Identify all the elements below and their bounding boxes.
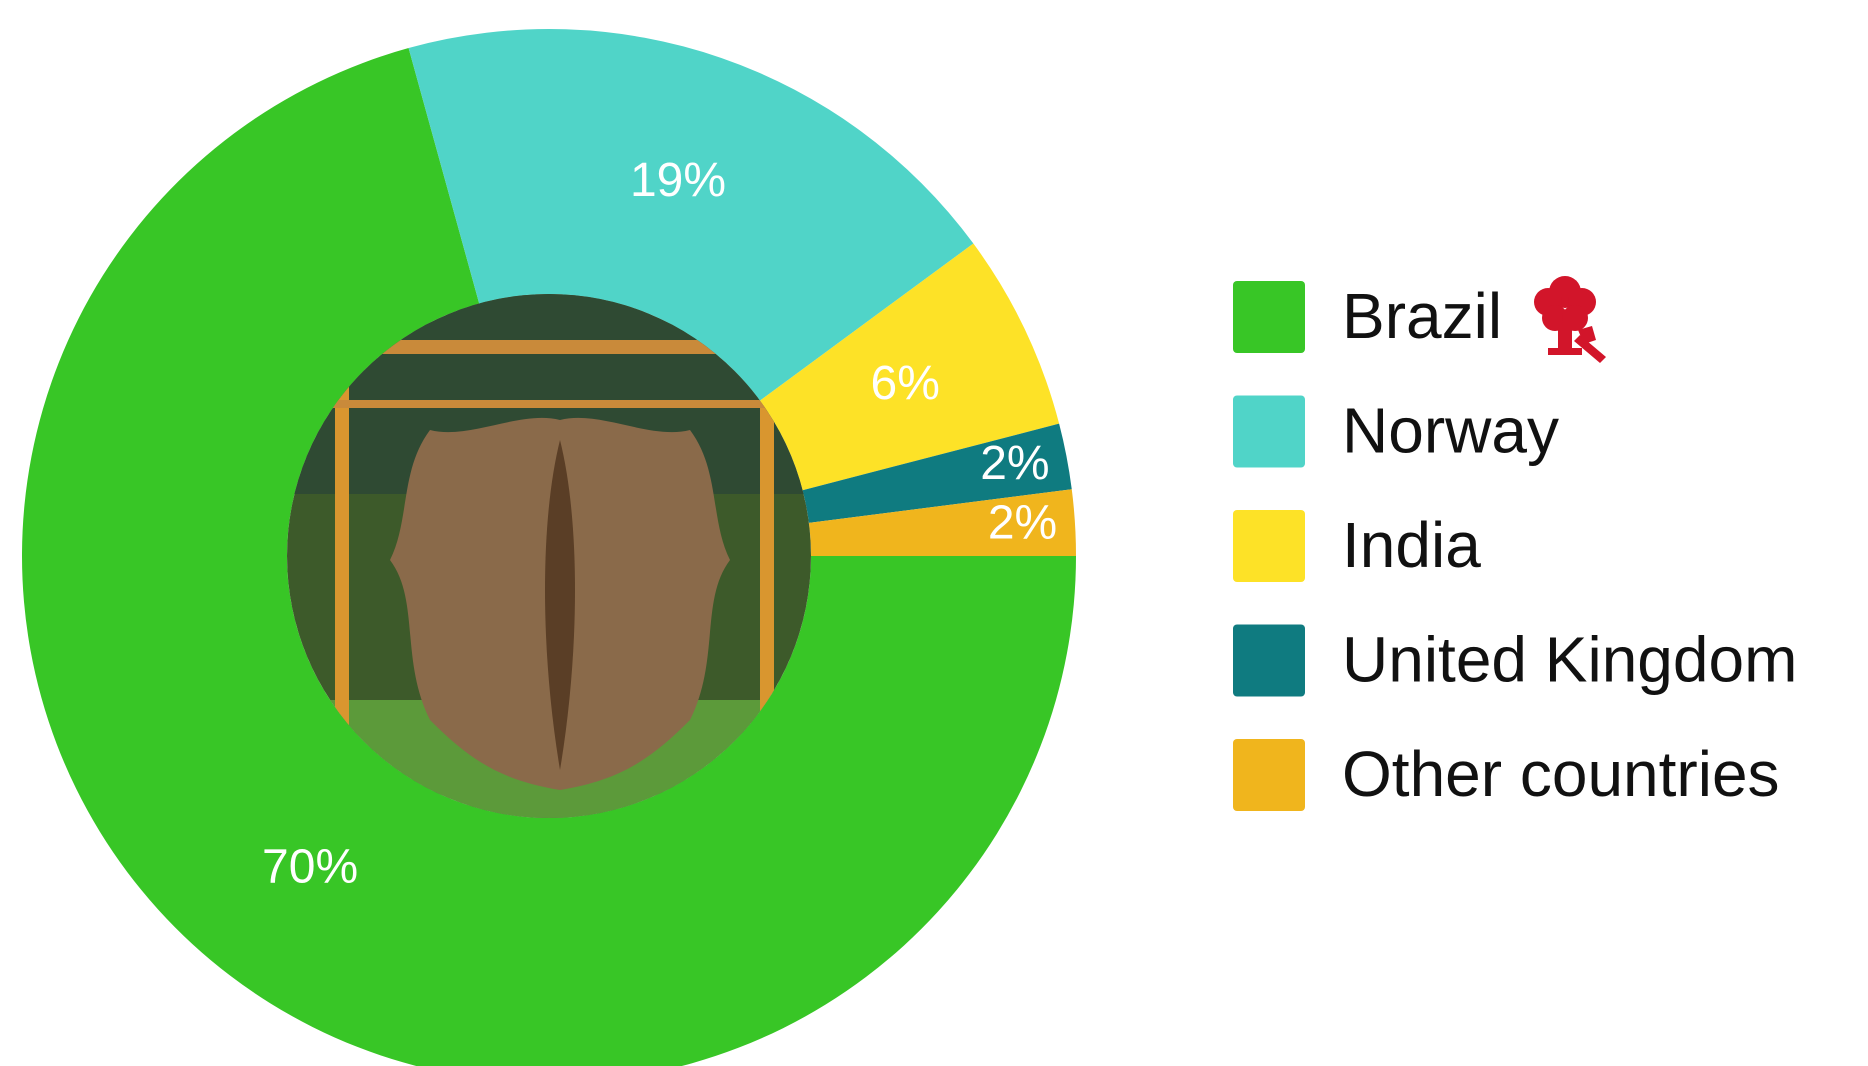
legend-label: United Kingdom (1342, 623, 1797, 695)
legend-swatch (1233, 510, 1305, 582)
legend-swatch (1233, 281, 1305, 353)
slice (408, 28, 974, 401)
legend-label: Brazil (1342, 280, 1502, 352)
legend-label: Norway (1342, 394, 1559, 466)
legend-label: India (1342, 509, 1481, 581)
slice (759, 243, 1060, 491)
slice-label: 70% (262, 841, 358, 894)
legend-swatch (1233, 624, 1305, 697)
legend-swatch (1233, 739, 1305, 811)
slice-label: 19% (630, 154, 726, 207)
brazil-icon (1534, 276, 1606, 363)
center-photo (287, 294, 811, 818)
slice-label: 2% (980, 437, 1049, 490)
slice (808, 489, 1076, 556)
slice-label: 2% (988, 497, 1057, 550)
slice (22, 48, 1076, 1066)
slice-label: 6% (871, 357, 940, 410)
slices: 70% 19% 6% 2% 2% (22, 28, 1076, 1066)
legend: Brazil Norway India United Kingdom Other cou… (1233, 280, 1797, 811)
legend-swatch (1233, 395, 1305, 468)
slice (802, 423, 1072, 523)
legend-label: Other countries (1342, 738, 1780, 810)
